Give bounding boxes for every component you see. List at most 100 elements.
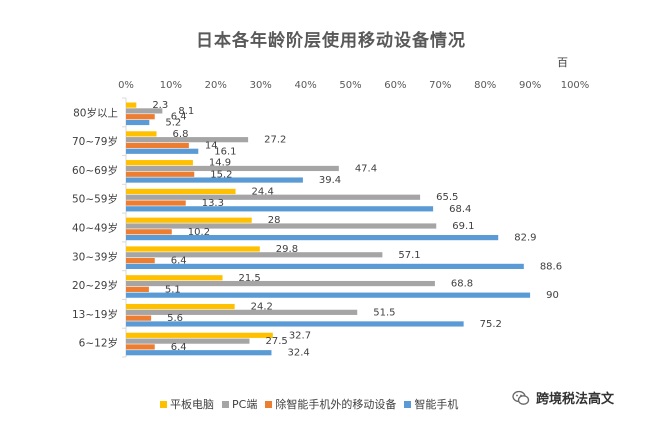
data-label: 88.6 bbox=[540, 261, 562, 272]
legend-label-pc: PC端 bbox=[232, 398, 258, 411]
legend-swatch-pc bbox=[222, 400, 229, 408]
data-label: 32.4 bbox=[287, 348, 309, 359]
category-label: 20~29岁 bbox=[72, 279, 118, 292]
bar bbox=[126, 275, 223, 281]
bar bbox=[126, 303, 235, 310]
data-label: 13.3 bbox=[202, 198, 224, 209]
bar bbox=[126, 292, 531, 298]
bar bbox=[126, 321, 464, 327]
data-label: 90 bbox=[546, 290, 559, 301]
data-label: 57.1 bbox=[398, 250, 420, 261]
x-tick-label: 100% bbox=[561, 80, 590, 91]
bar bbox=[126, 119, 150, 126]
data-label: 28 bbox=[268, 215, 281, 226]
bar bbox=[126, 188, 236, 195]
data-label: 47.4 bbox=[355, 163, 377, 174]
bar bbox=[126, 263, 524, 269]
bar bbox=[126, 246, 260, 252]
bar bbox=[126, 137, 249, 143]
data-label: 29.8 bbox=[276, 244, 298, 255]
data-label: 8.1 bbox=[178, 106, 194, 117]
legend-label-tablet: 平板电脑 bbox=[170, 398, 214, 411]
category-label: 13~19岁 bbox=[72, 308, 118, 321]
data-label: 27.2 bbox=[264, 135, 286, 146]
axis-unit-label: 百 bbox=[557, 56, 568, 69]
data-label: 51.5 bbox=[373, 307, 395, 318]
x-tick-label: 20% bbox=[205, 80, 227, 91]
data-label: 14.9 bbox=[209, 158, 231, 169]
category-label: 60~69岁 bbox=[72, 164, 118, 177]
data-label: 32.7 bbox=[289, 330, 311, 341]
data-label: 24.4 bbox=[252, 186, 274, 197]
legend-item-tablet: 平板电脑 bbox=[160, 396, 214, 412]
legend-label-other-mobile: 除智能手机外的移动设备 bbox=[275, 398, 397, 411]
data-label: 6.4 bbox=[171, 112, 187, 123]
legend-item-pc: PC端 bbox=[222, 396, 257, 412]
data-label: 24.2 bbox=[251, 302, 273, 313]
data-label: 15.2 bbox=[210, 169, 232, 180]
data-label: 16.1 bbox=[214, 146, 236, 157]
bar bbox=[126, 148, 199, 154]
data-label: 65.5 bbox=[436, 192, 458, 203]
data-label: 39.4 bbox=[319, 175, 341, 186]
bar bbox=[126, 229, 172, 235]
bar bbox=[126, 160, 193, 166]
data-label: 69.1 bbox=[452, 221, 474, 232]
data-label: 5.2 bbox=[165, 118, 181, 129]
x-tick-label: 60% bbox=[384, 80, 406, 91]
category-label: 80岁以上 bbox=[73, 106, 118, 119]
bar bbox=[126, 131, 157, 137]
legend-swatch-other-mobile bbox=[265, 400, 273, 408]
bar bbox=[126, 171, 195, 177]
legend-item-other-mobile: 除智能手机外的移动设备 bbox=[265, 396, 396, 412]
bar bbox=[126, 223, 437, 229]
bar bbox=[126, 338, 250, 344]
category-label: 40~49岁 bbox=[72, 222, 118, 235]
data-label: 27.5 bbox=[265, 336, 287, 347]
bar bbox=[126, 194, 421, 200]
wechat-icon bbox=[512, 390, 530, 405]
x-tick-label: 70% bbox=[429, 80, 451, 91]
bar bbox=[126, 235, 499, 241]
bar bbox=[126, 280, 435, 287]
data-label: 2.3 bbox=[152, 100, 168, 111]
bar bbox=[126, 165, 339, 172]
x-tick-label: 40% bbox=[294, 80, 316, 91]
x-tick-label: 10% bbox=[160, 80, 182, 91]
x-tick-label: 90% bbox=[519, 80, 541, 91]
bar bbox=[126, 200, 186, 206]
bar bbox=[126, 114, 155, 120]
data-label: 5.6 bbox=[167, 313, 183, 324]
data-label: 5.1 bbox=[165, 284, 181, 295]
x-tick-label: 0% bbox=[118, 80, 134, 91]
bar bbox=[126, 309, 358, 315]
bar bbox=[126, 206, 434, 212]
legend-swatch-tablet bbox=[160, 400, 167, 408]
legend-item-smartphone: 智能手机 bbox=[404, 396, 458, 412]
bar bbox=[126, 286, 149, 292]
category-label: 50~59岁 bbox=[72, 193, 118, 206]
data-label: 6.8 bbox=[173, 129, 189, 140]
legend-label-smartphone: 智能手机 bbox=[414, 398, 459, 411]
x-tick-label: 80% bbox=[474, 80, 496, 91]
bar bbox=[126, 344, 155, 350]
bar bbox=[126, 332, 273, 338]
data-label: 14 bbox=[205, 140, 218, 151]
category-label: 30~39岁 bbox=[72, 250, 118, 263]
data-label: 82.9 bbox=[514, 233, 536, 244]
data-label: 68.4 bbox=[449, 204, 471, 215]
data-label: 6.4 bbox=[171, 342, 187, 353]
x-tick-label: 30% bbox=[250, 80, 272, 91]
data-label: 21.5 bbox=[239, 273, 261, 284]
data-label: 68.8 bbox=[451, 279, 473, 290]
data-label: 75.2 bbox=[480, 319, 502, 330]
bar bbox=[126, 108, 163, 114]
bar bbox=[126, 217, 252, 223]
bar bbox=[126, 102, 137, 108]
bar bbox=[126, 142, 189, 149]
data-label: 10.2 bbox=[188, 227, 210, 238]
chart-title: 日本各年龄阶层使用移动设备情况 bbox=[196, 31, 466, 51]
bar bbox=[126, 177, 303, 183]
category-label: 70~79岁 bbox=[72, 135, 118, 148]
